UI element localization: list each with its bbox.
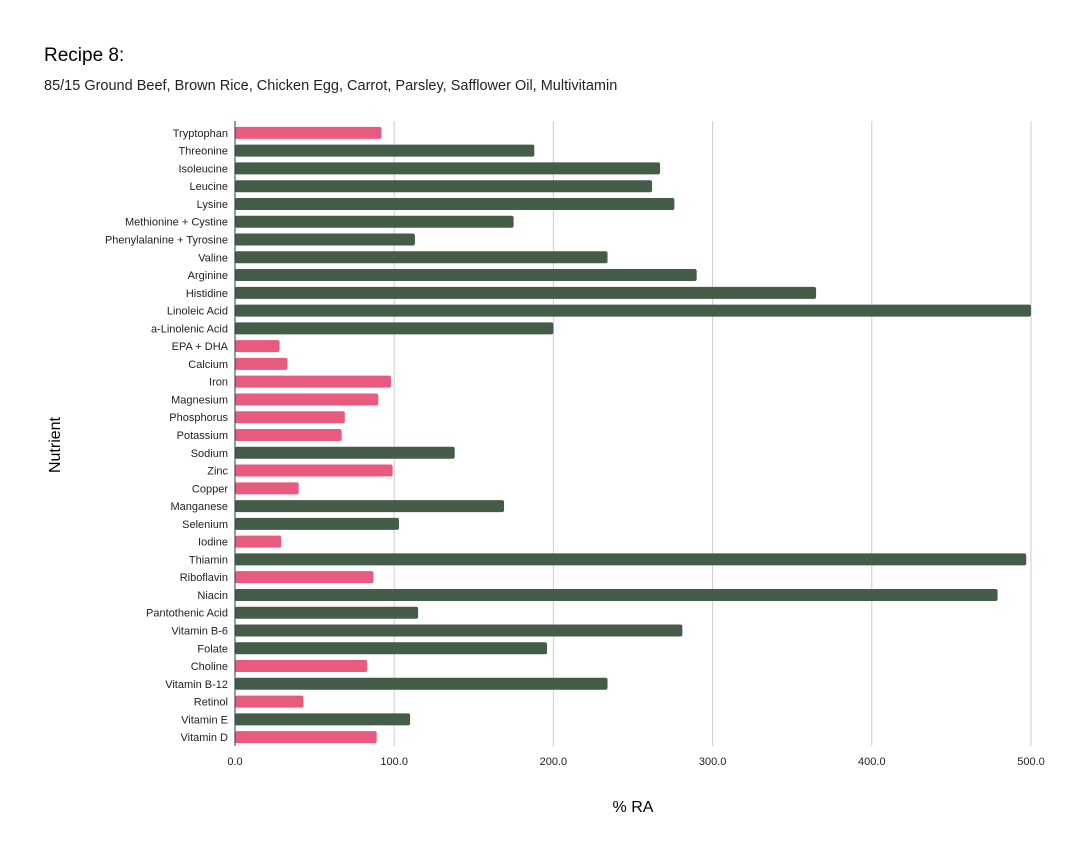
bar: [235, 411, 345, 424]
category-label: Phosphorus: [169, 412, 228, 424]
category-label: Calcium: [188, 359, 228, 371]
bar: [235, 677, 608, 690]
bar: [235, 482, 299, 495]
category-label: Vitamin E: [181, 714, 228, 726]
category-label: Arginine: [188, 270, 228, 282]
category-label: Linoleic Acid: [167, 306, 228, 318]
category-label: EPA + DHA: [172, 341, 229, 353]
bar: [235, 251, 608, 264]
bar: [235, 340, 280, 353]
category-label: Sodium: [191, 448, 228, 460]
bars: [235, 126, 1031, 744]
category-label: Pantothenic Acid: [146, 608, 228, 620]
bar: [235, 500, 505, 513]
x-tick-label: 400.0: [858, 756, 886, 768]
category-label: Phenylalanine + Tyrosine: [105, 235, 228, 247]
bar: [235, 197, 675, 210]
category-label: Retinol: [194, 697, 228, 709]
gridlines: [393, 121, 1032, 746]
bar: [235, 429, 342, 441]
category-label: Vitamin B-12: [165, 679, 228, 691]
bar: [235, 269, 697, 282]
bar: [235, 322, 554, 335]
bar: [235, 357, 288, 370]
bar: [235, 660, 368, 673]
category-label: a-Linolenic Acid: [151, 323, 228, 335]
x-tick-label: 100.0: [380, 756, 408, 768]
bar: [235, 571, 374, 584]
bar: [235, 464, 393, 477]
bar: [235, 731, 377, 744]
bar: [235, 126, 382, 139]
bar: [235, 695, 304, 708]
bar: [235, 606, 419, 619]
chart-title: Recipe 8:: [44, 45, 124, 66]
bar: [235, 304, 1031, 317]
category-label: Riboflavin: [180, 572, 228, 584]
bar: [235, 624, 683, 637]
category-label: Vitamin D: [181, 732, 229, 744]
bar: [235, 588, 998, 601]
bar: [235, 180, 653, 193]
bar: [235, 215, 514, 228]
category-label: Lysine: [197, 199, 228, 211]
category-label: Vitamin B-6: [171, 625, 228, 637]
bar: [235, 375, 392, 388]
x-tick-label: 500.0: [1017, 756, 1045, 768]
chart-subtitle: 85/15 Ground Beef, Brown Rice, Chicken E…: [44, 78, 617, 94]
category-label: Magnesium: [171, 394, 228, 406]
bar: [235, 393, 379, 406]
category-label: Histidine: [186, 288, 228, 300]
x-tick-label: 200.0: [540, 756, 568, 768]
bar: [235, 553, 1027, 566]
bar: [235, 713, 411, 726]
category-label: Leucine: [189, 181, 228, 193]
bar: [235, 233, 415, 246]
category-label: Isoleucine: [178, 163, 228, 175]
bar: [235, 535, 282, 548]
bar: [235, 162, 661, 175]
category-label: Choline: [191, 661, 228, 673]
y-axis-label: Nutrient: [47, 416, 64, 473]
category-label: Folate: [197, 643, 228, 655]
category-label: Potassium: [177, 430, 228, 442]
category-label: Niacin: [197, 590, 228, 602]
x-axis-label: % RA: [613, 799, 654, 816]
bar: [235, 446, 455, 459]
category-labels: Tryptophan Threonine Isoleucine Leucine Lysi…: [105, 128, 229, 744]
x-tick-labels: 0.0 100.0 200.0 300.0 400.0 500.0: [227, 756, 1044, 768]
bar: [235, 286, 817, 299]
category-label: Tryptophan: [173, 128, 228, 140]
x-tick-label: 0.0: [227, 756, 242, 768]
category-label: Iodine: [198, 537, 228, 549]
category-label: Methionine + Cystine: [125, 217, 228, 229]
category-label: Iron: [209, 377, 228, 389]
category-label: Copper: [192, 483, 228, 495]
category-label: Manganese: [171, 501, 229, 513]
category-label: Thiamin: [189, 554, 228, 566]
category-label: Zinc: [207, 466, 228, 478]
category-label: Selenium: [182, 519, 228, 531]
category-label: Valine: [198, 252, 228, 264]
bar: [235, 642, 548, 655]
bar: [235, 144, 535, 157]
bar: [235, 517, 399, 530]
x-tick-label: 300.0: [699, 756, 727, 768]
category-label: Threonine: [178, 146, 228, 158]
